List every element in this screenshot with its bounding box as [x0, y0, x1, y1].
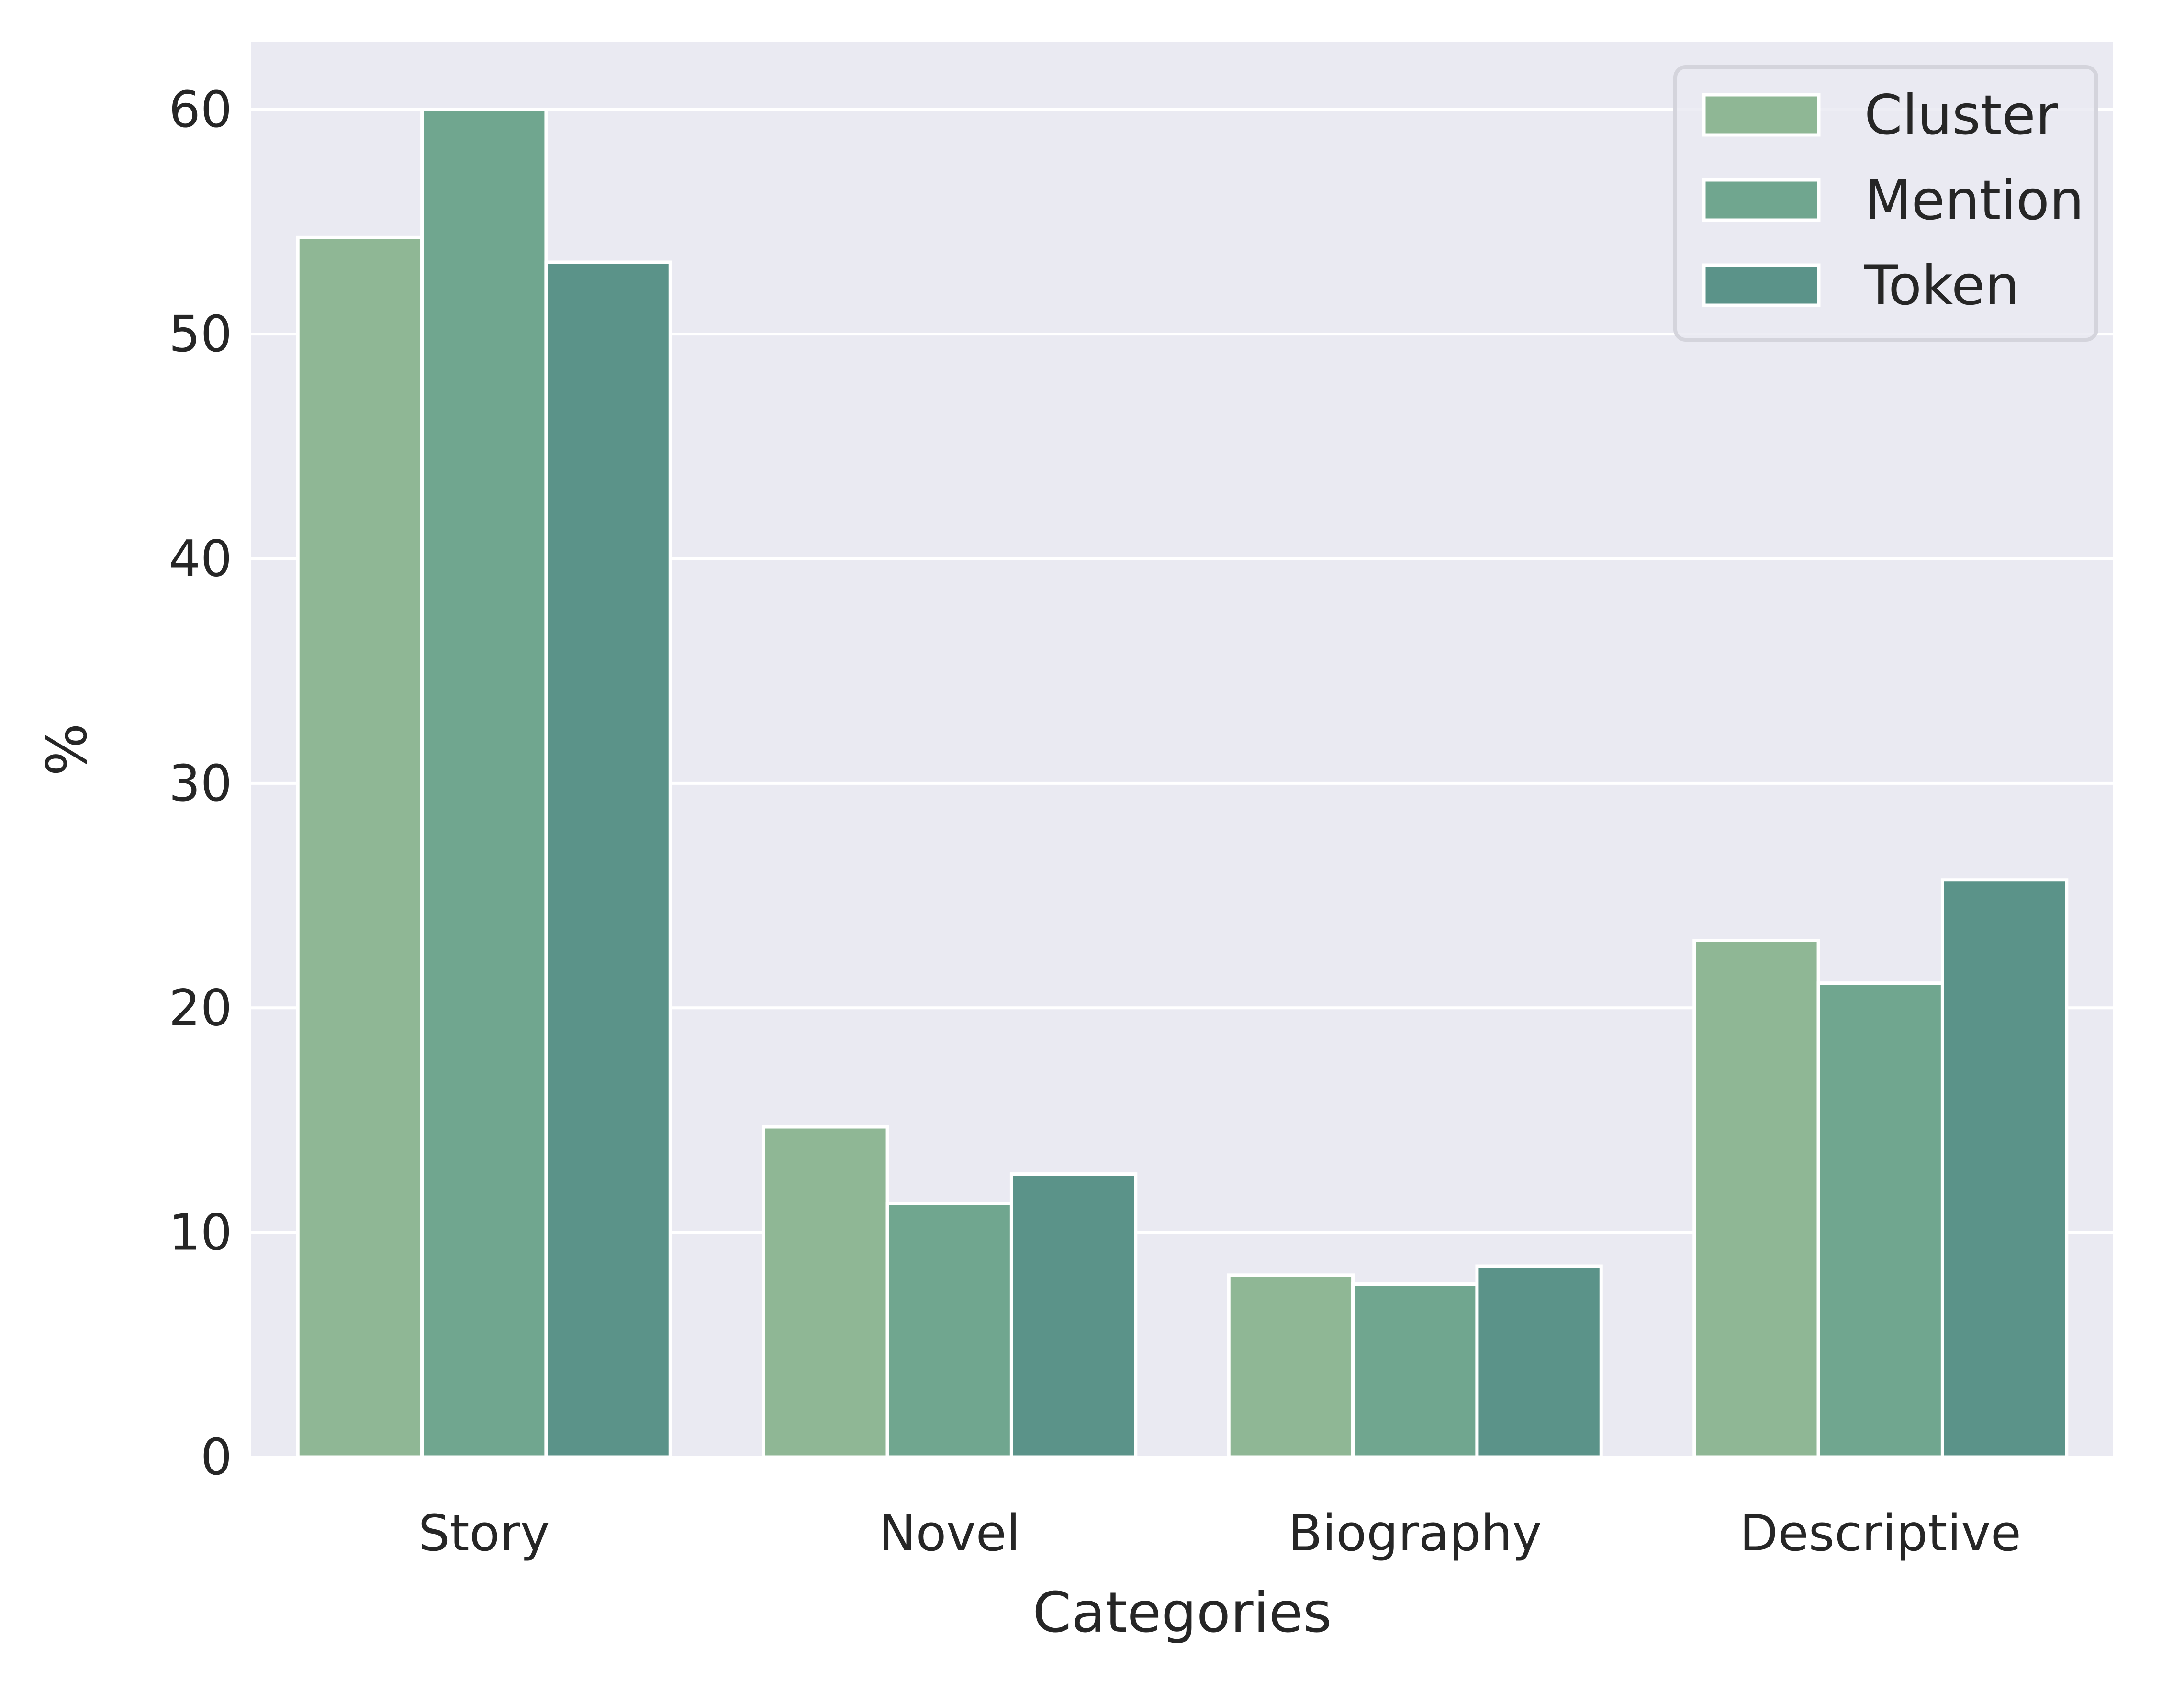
legend-swatch-mention: [1702, 178, 1821, 222]
x-tick-label: Biography: [1288, 1504, 1542, 1562]
y-tick-label: 60: [169, 80, 232, 139]
x-tick-labels: Story Novel Biography Descriptive: [418, 1504, 2021, 1562]
y-tick-label: 40: [169, 530, 232, 588]
x-tick-label: Descriptive: [1740, 1504, 2021, 1562]
y-tick-label: 30: [169, 754, 232, 813]
bar-cluster-descriptive: [1692, 938, 1820, 1459]
y-tick-label: 10: [169, 1203, 232, 1262]
bar-mention-descriptive: [1816, 981, 1944, 1459]
y-tick-labels: 0 10 20 30 40 50 60: [169, 80, 232, 1486]
x-tick-label: Story: [418, 1504, 550, 1562]
y-tick-label: 0: [201, 1428, 232, 1486]
bar-token-story: [544, 260, 672, 1459]
bar-token-descriptive: [1940, 878, 2069, 1459]
bar-mention-story: [420, 108, 548, 1459]
x-tick-label: Novel: [879, 1504, 1020, 1562]
y-tick-label: 20: [169, 979, 232, 1037]
y-axis-label: %: [35, 723, 100, 776]
legend-label: Cluster: [1864, 83, 2058, 147]
bar-cluster-story: [296, 235, 424, 1459]
bar-mention-biography: [1351, 1282, 1479, 1459]
x-axis-label: Categories: [1032, 1581, 1332, 1645]
legend-swatch-token: [1702, 263, 1821, 307]
bar-token-biography: [1475, 1264, 1603, 1459]
y-tick-label: 50: [169, 305, 232, 363]
legend-swatch-cluster: [1702, 93, 1821, 137]
bar-cluster-novel: [762, 1125, 889, 1459]
legend-label: Mention: [1864, 168, 2084, 232]
legend-label: Token: [1864, 254, 2019, 317]
bar-cluster-biography: [1227, 1273, 1355, 1459]
bar-token-novel: [1009, 1172, 1138, 1459]
bars: [296, 108, 2069, 1459]
legend: Cluster Mention Token: [1673, 65, 2098, 342]
bar-mention-novel: [885, 1202, 1013, 1459]
